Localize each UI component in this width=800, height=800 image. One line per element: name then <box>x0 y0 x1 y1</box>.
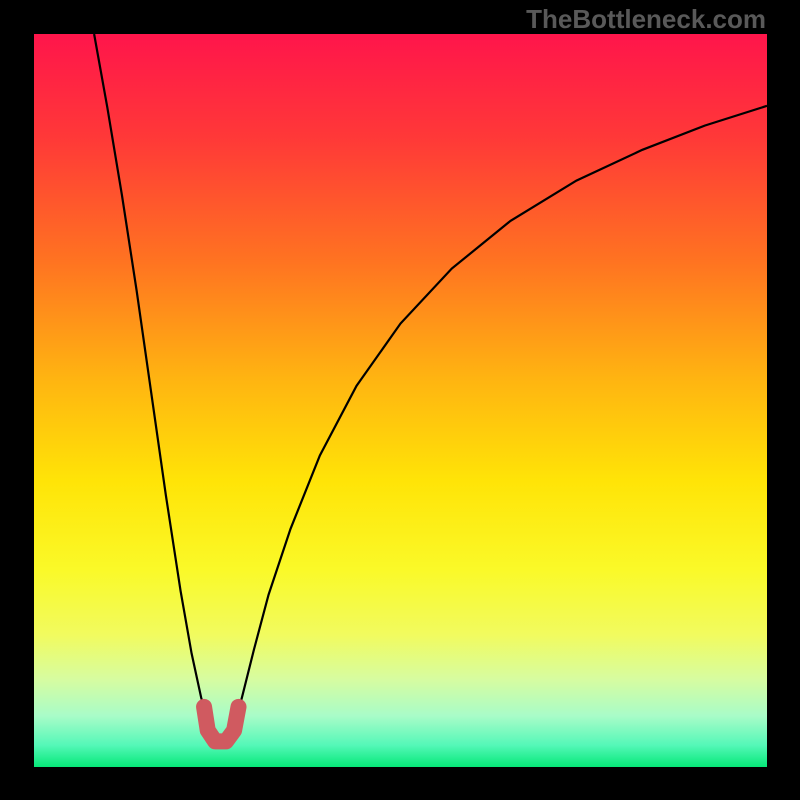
curve-layer <box>34 34 767 767</box>
dip-marker <box>204 707 238 741</box>
curve-right-branch <box>236 106 767 720</box>
chart-frame: TheBottleneck.com <box>0 0 800 800</box>
curve-left-branch <box>94 34 207 719</box>
watermark-text: TheBottleneck.com <box>526 4 766 35</box>
plot-area <box>34 34 767 767</box>
